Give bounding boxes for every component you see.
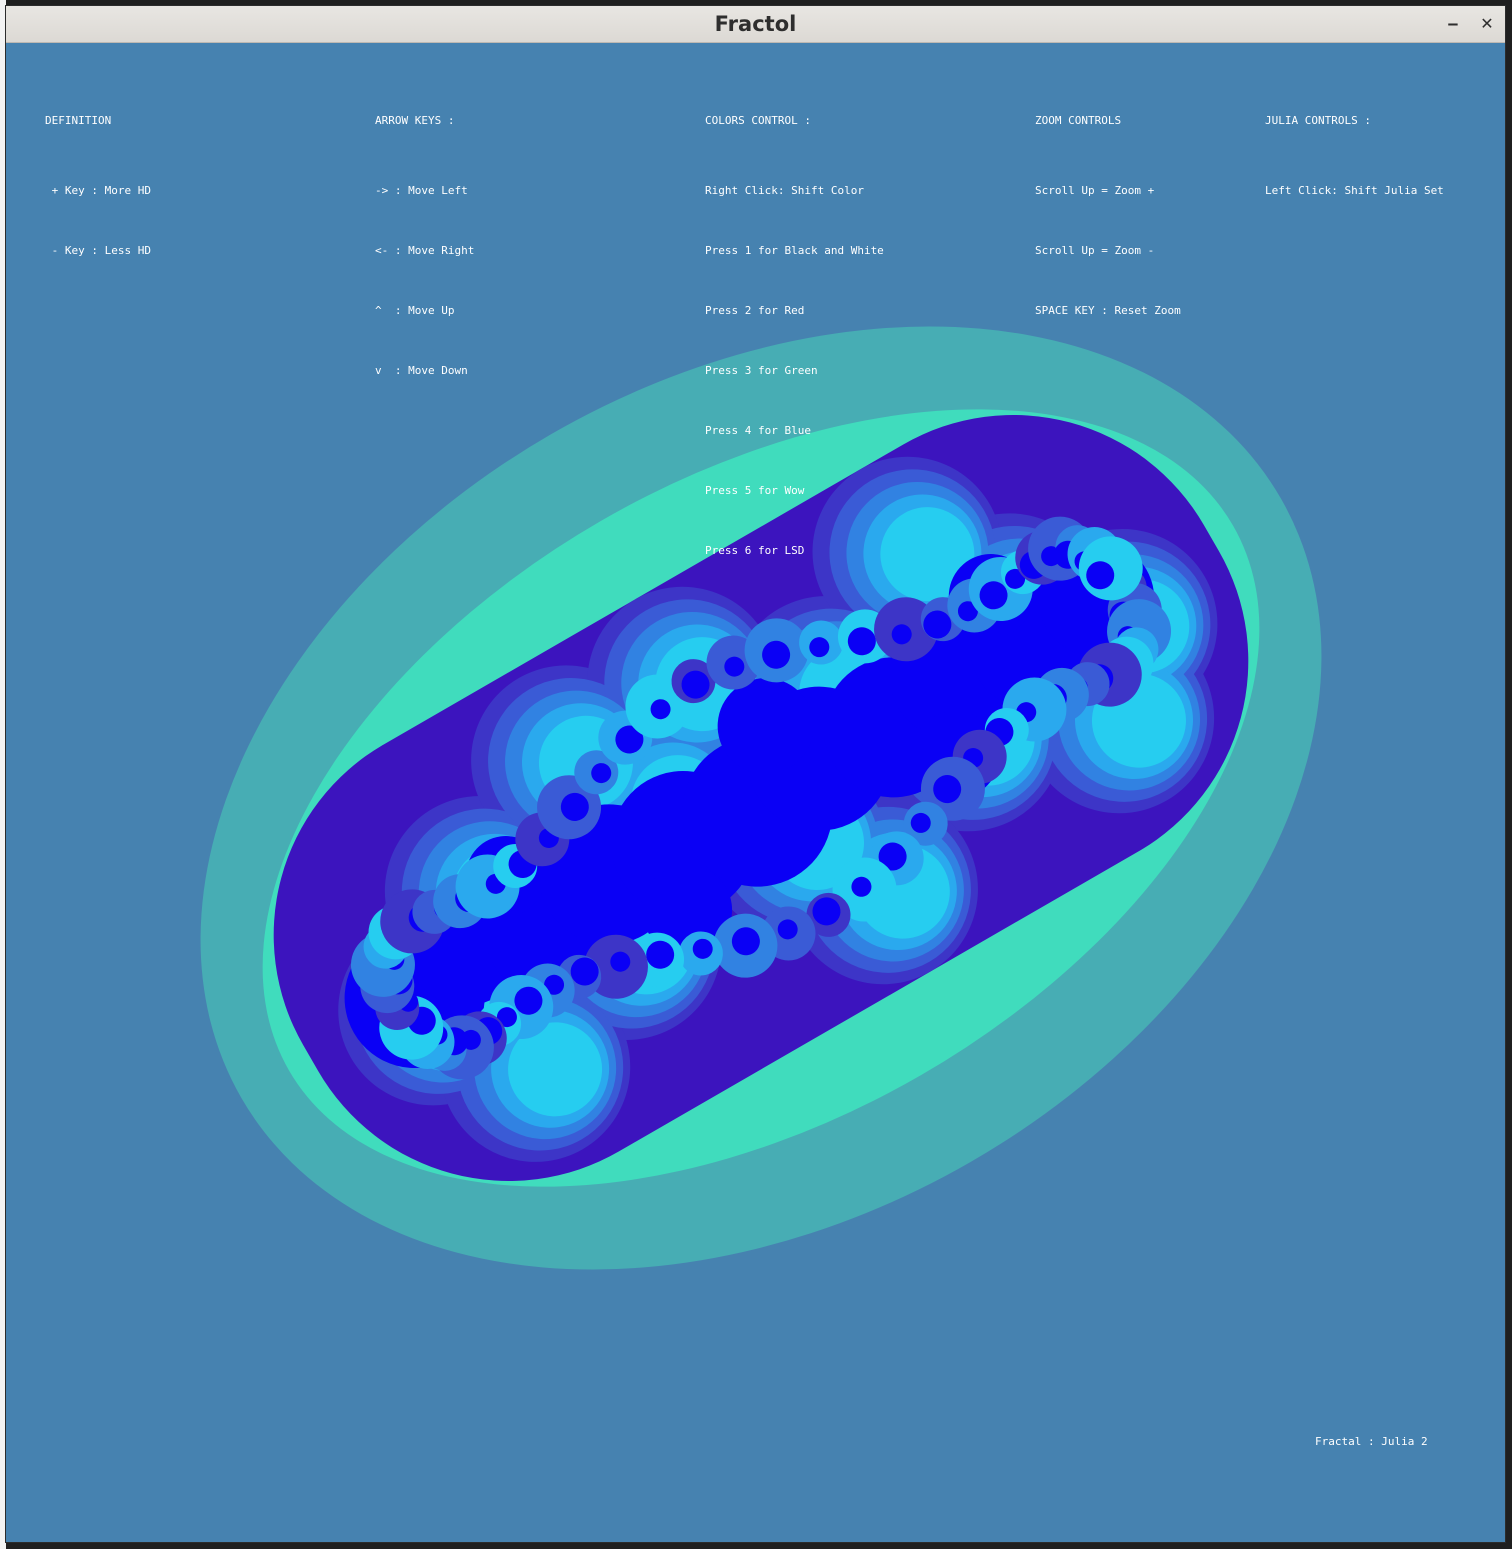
help-colors-line: Press 5 for Wow bbox=[705, 484, 805, 497]
fractal-canvas[interactable]: DEFINITION + Key : More HD - Key : Less … bbox=[6, 43, 1505, 1542]
fractal-name-label: Fractal : Julia 2 bbox=[1315, 1435, 1428, 1448]
help-colors-heading: COLORS CONTROL : bbox=[705, 114, 811, 127]
fractal-edge-bulb-core bbox=[591, 763, 612, 784]
fractal-edge-bulb-core bbox=[692, 938, 713, 959]
help-zoom-line: SPACE KEY : Reset Zoom bbox=[1035, 304, 1181, 317]
julia-set-render bbox=[200, 326, 1322, 1270]
help-julia-controls: JULIA CONTROLS : Left Click: Shift Julia… bbox=[1265, 71, 1444, 241]
fractal-edge-bulb-core bbox=[610, 951, 631, 972]
help-zoom-line: Scroll Up = Zoom - bbox=[1035, 244, 1155, 257]
fractal-edge-bulb-core bbox=[560, 792, 589, 821]
help-definition: DEFINITION + Key : More HD - Key : Less … bbox=[45, 71, 151, 301]
help-zoom-controls: ZOOM CONTROLS Scroll Up = Zoom + Scroll … bbox=[1035, 71, 1181, 361]
fractal-edge-bulb-core bbox=[847, 627, 876, 656]
help-colors-line: Press 3 for Green bbox=[705, 364, 818, 377]
fractal-edge-bulb-core bbox=[570, 957, 599, 986]
help-definition-heading: DEFINITION bbox=[45, 114, 112, 127]
fractal-edge-bulb-core bbox=[891, 624, 912, 645]
fractal-core-region bbox=[717, 678, 814, 775]
close-button[interactable]: ✕ bbox=[1480, 14, 1494, 33]
help-zoom-heading: ZOOM CONTROLS bbox=[1035, 114, 1122, 127]
help-colors-line: Press 1 for Black and White bbox=[705, 244, 884, 257]
fractal-edge-bulb-core bbox=[496, 1007, 517, 1028]
help-zoom-line: Scroll Up = Zoom + bbox=[1035, 184, 1155, 197]
fractal-edge-bulb-core bbox=[812, 897, 841, 926]
help-colors-line: Press 4 for Blue bbox=[705, 424, 811, 437]
help-definition-line: + Key : More HD bbox=[45, 184, 151, 197]
fractal-edge-bulb-core bbox=[731, 927, 760, 956]
window-title: Fractol bbox=[714, 12, 797, 36]
desktop-background bbox=[0, 0, 6, 1549]
title-bar[interactable]: Fractol ‒ ✕ bbox=[6, 6, 1505, 43]
fractal-edge-bulb-core bbox=[851, 876, 872, 897]
help-arrow-line: v : Move Down bbox=[375, 364, 468, 377]
fractal-edge-bulb-core bbox=[957, 601, 978, 622]
help-arrow-keys-heading: ARROW KEYS : bbox=[375, 114, 455, 127]
fractal-edge-bulb-core bbox=[724, 656, 745, 677]
fractal-band-lobe bbox=[508, 1022, 603, 1117]
help-arrow-keys: ARROW KEYS : -> : Move Left <- : Move Ri… bbox=[375, 71, 474, 421]
help-julia-heading: JULIA CONTROLS : bbox=[1265, 114, 1371, 127]
fractal-edge-bulb-core bbox=[777, 919, 798, 940]
help-colors-control: COLORS CONTROL : Right Click: Shift Colo… bbox=[705, 71, 884, 601]
fractal-edge-bulb-core bbox=[544, 974, 565, 995]
help-arrow-line: <- : Move Right bbox=[375, 244, 475, 257]
fractal-edge-bulb-core bbox=[681, 670, 710, 699]
help-colors-line: Press 6 for LSD bbox=[705, 544, 805, 557]
fractal-core-region bbox=[642, 864, 733, 955]
help-julia-line: Left Click: Shift Julia Set bbox=[1265, 184, 1444, 197]
help-arrow-line: ^ : Move Up bbox=[375, 304, 455, 317]
fractal-edge-bulb-core bbox=[615, 725, 644, 754]
help-arrow-line: -> : Move Left bbox=[375, 184, 468, 197]
help-colors-line: Right Click: Shift Color bbox=[705, 184, 864, 197]
fractal-edge-bulb-core bbox=[878, 842, 907, 871]
fractal-edge-bulb-core bbox=[809, 637, 830, 658]
help-colors-line: Press 2 for Red bbox=[705, 304, 805, 317]
minimize-button[interactable]: ‒ bbox=[1447, 14, 1459, 33]
fractal-edge-bulb-core bbox=[979, 581, 1008, 610]
fractal-edge-bulb-core bbox=[910, 812, 931, 833]
fractal-edge-bulb-core bbox=[923, 610, 952, 639]
fractal-edge-bulb-core bbox=[646, 940, 675, 969]
fractal-edge-bulb-core bbox=[933, 775, 962, 804]
fractal-band-lobe bbox=[880, 507, 975, 602]
fractal-edge-bulb-core bbox=[1005, 568, 1026, 589]
fractol-window[interactable]: Fractol ‒ ✕ DEFINITION + Key : More HD -… bbox=[5, 5, 1506, 1543]
fractal-edge-bulb-core bbox=[650, 699, 671, 720]
fractal-edge-bulb-core bbox=[1086, 561, 1115, 590]
fractal-edge-bulb-core bbox=[762, 640, 791, 669]
fractal-edge-bulb-core bbox=[514, 986, 543, 1015]
help-definition-line: - Key : Less HD bbox=[45, 244, 151, 257]
